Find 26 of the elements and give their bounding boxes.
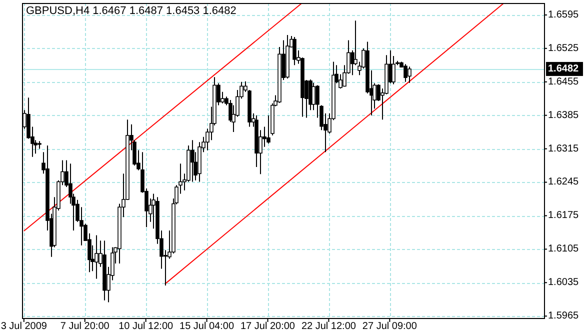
x-tick-label: 27 Jul 09:00	[362, 321, 418, 332]
x-tick-label: 15 Jul 04:00	[180, 321, 234, 332]
x-tick-label: 7 Jul 20:00	[60, 321, 110, 332]
y-tick-label: 1.6035	[548, 277, 580, 288]
x-tick-label: 10 Jul 12:00	[118, 321, 174, 332]
candlestick	[292, 36, 296, 66]
candlestick	[408, 66, 412, 84]
x-tick-label: 3 Jul 2009	[0, 321, 48, 332]
y-tick-label: 1.6175	[548, 210, 580, 222]
y-tick-label: 1.6455	[548, 76, 580, 88]
candlestick	[190, 140, 194, 182]
y-tick-label: 1.6595	[548, 9, 580, 20]
y-tick-label: 1.6245	[548, 176, 580, 188]
y-tick-label: 1.6525	[548, 42, 580, 54]
candlestick	[312, 82, 316, 111]
candlestick	[404, 64, 408, 82]
candlestick	[392, 56, 396, 85]
y-tick-label: 1.6385	[548, 110, 580, 121]
y-tick-label: 1.5965	[548, 310, 580, 322]
x-tick-label: 17 Jul 20:00	[240, 321, 296, 332]
ref-line-label: 1.6482	[548, 63, 580, 74]
y-tick-label: 1.6315	[548, 143, 580, 154]
candlestick	[94, 234, 98, 280]
x-tick-label: 22 Jul 12:00	[301, 321, 356, 332]
chart-title: GBPUSD,H4 1.6467 1.6487 1.6453 1.6482	[26, 5, 236, 17]
y-tick-label: 1.6105	[548, 244, 580, 255]
